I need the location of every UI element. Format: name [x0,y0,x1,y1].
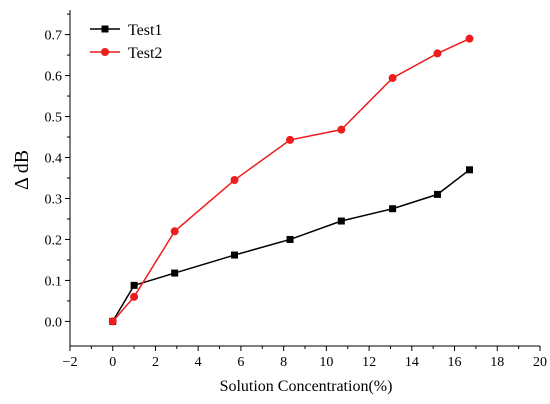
data-point-test1 [389,205,397,213]
x-tick-label: 16 [448,355,462,370]
data-point-test1 [231,251,238,259]
data-point-test2 [337,125,346,134]
chart-legend: Test1 Test2 [90,22,162,62]
data-point-test1 [466,166,473,174]
legend-marker-test1 [101,25,109,33]
x-tick-label: 12 [362,355,376,370]
x-tick-label: 4 [195,355,202,370]
y-tick-label: 0.7 [45,29,63,44]
data-point-test2 [465,34,474,43]
x-tick-label: 2 [152,355,159,370]
data-point-test2 [230,176,239,185]
legend-label-test1: Test1 [128,22,162,39]
y-tick-label: 0.3 [45,192,63,207]
data-point-test2 [170,227,179,236]
x-tick-label: −2 [63,355,78,370]
data-point-test1 [286,235,294,243]
x-tick-label: 6 [237,355,244,370]
data-point-test1 [433,190,441,198]
data-point-test1 [171,269,179,277]
y-tick-label: 0.6 [45,70,63,85]
data-point-test1 [337,217,345,225]
x-tick-label: 18 [490,355,504,370]
y-tick-label: 0.2 [45,233,63,248]
plot-area [108,34,474,326]
x-tick-label: 8 [280,355,287,370]
data-point-test2 [433,49,442,58]
data-point-test2 [130,292,139,301]
y-tick-label: 0.5 [45,111,63,126]
x-tick-label: 14 [405,355,419,370]
y-tick-label: 0.4 [45,152,63,167]
series-line-test2 [112,38,470,322]
legend-marker-test2 [101,48,109,56]
data-point-test2 [108,317,117,326]
x-tick-label: 20 [533,355,547,370]
x-axis-title: Solution Concentration(%) [220,378,393,395]
y-axis-title: Δ dB [11,150,33,190]
legend-label-test2: Test2 [128,45,162,62]
x-tick-label: 10 [319,355,333,370]
x-tick-label: 0 [109,355,116,370]
y-tick-label: 0.1 [45,274,63,289]
y-tick-label: 0.0 [45,315,63,330]
data-point-test2 [388,74,397,83]
data-point-test1 [130,281,138,289]
chart-ticks: −2 0 2 4 6 8 10 12 14 16 18 20 0.0 0.1 0.2 0.3 0.4 0.5 0.6… [45,13,547,370]
data-point-test2 [286,135,295,144]
